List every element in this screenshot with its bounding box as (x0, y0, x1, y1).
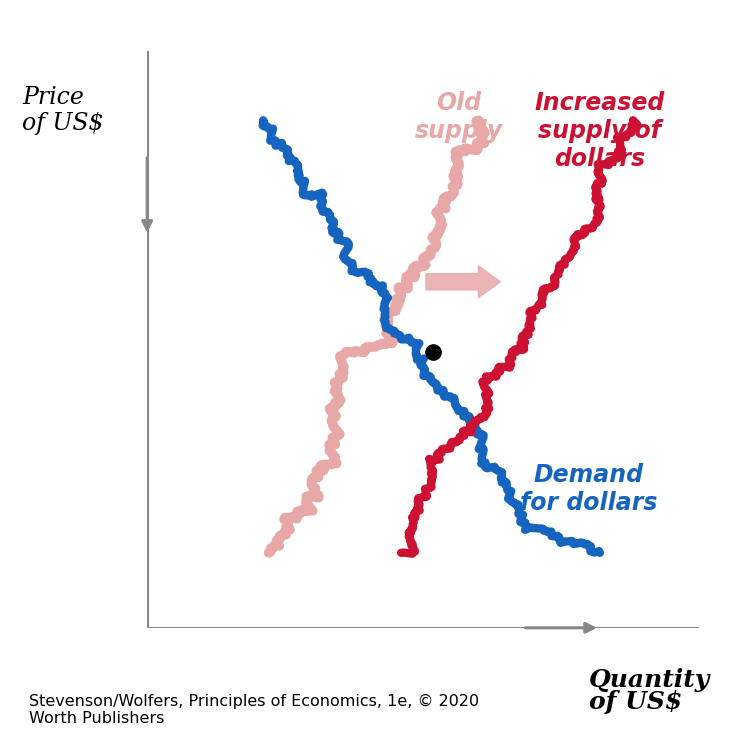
FancyArrow shape (426, 266, 500, 298)
Text: Old
supply: Old supply (415, 91, 503, 143)
Text: Increased
supply of
dollars: Increased supply of dollars (535, 91, 665, 171)
Text: Stevenson/Wolfers, Principles of Economics, 1e, © 2020
Worth Publishers: Stevenson/Wolfers, Principles of Economi… (29, 694, 480, 726)
Text: Demand
for dollars: Demand for dollars (520, 464, 657, 515)
Text: Price
of US$: Price of US$ (22, 85, 104, 135)
Text: Quantity: Quantity (589, 668, 710, 692)
Text: of US$: of US$ (589, 690, 682, 714)
